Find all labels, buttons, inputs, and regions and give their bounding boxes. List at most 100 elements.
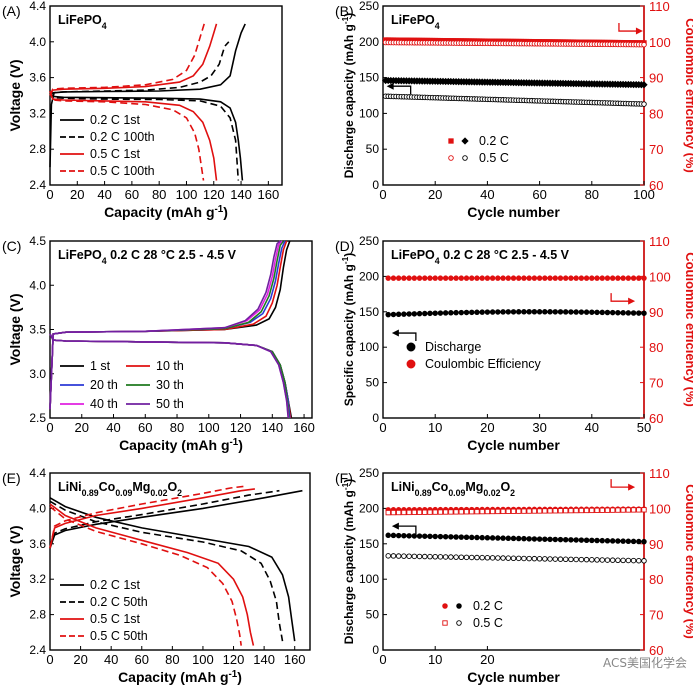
x-tick-label: 120: [223, 652, 245, 667]
data-point: [448, 509, 454, 515]
y-tick-label: 50: [366, 608, 380, 622]
data-point: [599, 309, 605, 316]
data-point: [469, 509, 475, 515]
data-point: [568, 556, 574, 563]
data-point: [385, 275, 391, 281]
y-tick-label: 4.5: [29, 234, 46, 248]
panel-label: (D): [335, 238, 354, 254]
data-point: [599, 557, 605, 563]
data-point: [526, 309, 532, 315]
data-point: [484, 508, 491, 515]
data-point: [500, 275, 506, 281]
x-tick-label: 10: [428, 420, 442, 435]
y-tick-label: 100: [359, 340, 379, 354]
data-point: [390, 532, 397, 539]
x-tick-label: 60: [532, 187, 546, 202]
legend-swatch: [456, 620, 462, 626]
data-point: [411, 533, 418, 539]
data-point: [453, 554, 459, 560]
data-point: [406, 553, 412, 559]
data-point: [615, 275, 621, 281]
legend-label: 40 th: [90, 397, 118, 411]
series-line: [49, 485, 245, 549]
y-tick-label: 4.0: [29, 501, 46, 515]
data-point: [390, 311, 397, 318]
data-point: [609, 309, 616, 316]
series-line: [49, 240, 281, 410]
legend-label: 20 th: [90, 378, 118, 392]
data-point: [568, 309, 574, 315]
data-point: [395, 532, 402, 539]
data-point: [515, 555, 522, 562]
legend-swatch: [448, 155, 454, 161]
data-point: [489, 309, 496, 315]
arrow-head: [635, 27, 643, 35]
data-point: [515, 535, 522, 542]
legend-label: 50 th: [156, 397, 184, 411]
data-point: [427, 553, 433, 560]
data-point: [641, 41, 647, 48]
legend-label: 0.5 C 100th: [90, 164, 155, 178]
data-point: [479, 508, 485, 515]
data-point: [416, 310, 423, 317]
y2-tick-label: 70: [649, 376, 663, 391]
data-point: [573, 537, 579, 543]
data-point: [615, 557, 621, 564]
data-point: [526, 275, 532, 281]
data-point: [489, 535, 496, 541]
y-tick-label: 100: [359, 572, 379, 586]
y-tick-label: 0: [372, 643, 379, 657]
data-point: [625, 507, 631, 513]
x-tick-label: 20: [73, 652, 87, 667]
data-point: [578, 507, 585, 514]
data-point: [594, 275, 600, 281]
legend-label: 0.5 C: [473, 616, 503, 630]
panel-D: 0 10 20 30 40 50 0 50 100 150 200 250 60 70 80 90 100 110…: [335, 234, 693, 453]
x-axis-label: Cycle number: [467, 437, 560, 453]
data-point: [526, 508, 532, 514]
data-point: [437, 310, 444, 316]
data-point: [385, 509, 391, 516]
data-point: [474, 275, 480, 281]
x-tick-label: 160: [293, 420, 315, 435]
data-point: [505, 508, 511, 514]
plot-frame: [382, 240, 645, 419]
legend-label: 0.2 C 50th: [90, 595, 148, 609]
y2-tick-label: 90: [649, 71, 663, 86]
x-tick-label: 60: [135, 652, 149, 667]
x-axis-label: Capacity (mAh g-1): [104, 204, 228, 221]
data-point: [536, 309, 543, 315]
data-point: [505, 555, 512, 561]
data-point: [547, 508, 553, 514]
series-line: [49, 23, 218, 96]
plot-frame: [382, 472, 645, 651]
data-point: [630, 310, 637, 316]
data-point: [604, 538, 611, 544]
watermark-text: ACS美国化学会: [603, 656, 687, 670]
data-point: [432, 553, 438, 560]
data-point: [521, 508, 527, 514]
x-tick-label: 120: [230, 420, 252, 435]
data-point: [474, 554, 480, 561]
data-point: [552, 556, 559, 562]
data-point: [468, 275, 475, 281]
data-point: [630, 557, 637, 564]
data-point: [495, 555, 501, 561]
x-tick-label: 0: [379, 420, 386, 435]
data-point: [484, 555, 491, 561]
data-point: [385, 311, 391, 318]
x-tick-label: 160: [284, 652, 306, 667]
y-tick-label: 150: [359, 305, 379, 319]
y-tick-label: 0: [372, 411, 379, 425]
y-tick-label: 0: [372, 178, 379, 192]
data-point: [395, 553, 402, 559]
y2-tick-label: 110: [649, 466, 670, 481]
data-point: [521, 535, 527, 542]
series-line: [49, 90, 205, 181]
x-tick-label: 140: [261, 420, 283, 435]
data-point: [474, 534, 480, 541]
x-tick-label: 120: [203, 187, 225, 202]
data-point: [641, 275, 647, 281]
arrow-left: [395, 525, 417, 535]
data-point: [411, 509, 417, 516]
